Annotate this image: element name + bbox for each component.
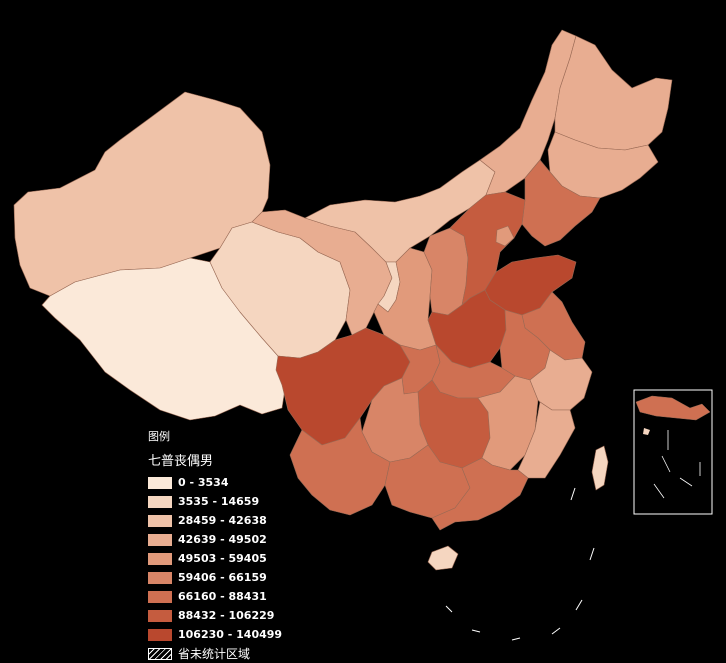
legend-title: 七普丧偶男	[148, 454, 214, 469]
legend-swatch	[148, 476, 172, 489]
legend-row: 42639 - 49502	[148, 530, 282, 549]
legend-heading: 图例	[148, 430, 170, 443]
legend-label: 3535 - 14659	[178, 495, 260, 508]
region-xizang[interactable]	[41, 257, 287, 421]
legend-swatch	[148, 590, 172, 603]
legend-row: 28459 - 42638	[148, 511, 282, 530]
region-taiwan[interactable]	[591, 445, 609, 491]
legend-label: 0 - 3534	[178, 476, 229, 489]
legend-row: 59406 - 66159	[148, 568, 282, 587]
legend-rows: 0 - 3534 3535 - 14659 28459 - 42638 42639 -…	[148, 473, 282, 644]
legend-row-no-data: 省未统计区域	[148, 644, 282, 663]
legend-label: 66160 - 88431	[178, 590, 267, 603]
legend-row: 88432 - 106229	[148, 606, 282, 625]
legend-label-no-data: 省未统计区域	[178, 647, 251, 661]
legend-label: 88432 - 106229	[178, 609, 275, 622]
region-beijing[interactable]	[495, 225, 515, 247]
legend-row: 0 - 3534	[148, 473, 282, 492]
legend-label: 106230 - 140499	[178, 628, 283, 641]
legend-swatch	[148, 571, 172, 584]
legend-swatch	[148, 533, 172, 546]
south-china-sea-inset	[633, 389, 713, 515]
legend-swatch	[148, 514, 172, 527]
legend-swatch	[148, 495, 172, 508]
region-hainan[interactable]	[427, 545, 459, 571]
legend-label: 28459 - 42638	[178, 514, 267, 527]
legend-row: 66160 - 88431	[148, 587, 282, 606]
legend-row: 106230 - 140499	[148, 625, 282, 644]
map-legend: 图例 七普丧偶男 0 - 3534 3535 - 14659 28459 - 426…	[148, 428, 282, 663]
legend-label: 42639 - 49502	[178, 533, 267, 546]
region-zhejiang[interactable]	[529, 349, 593, 411]
legend-swatch	[148, 628, 172, 641]
legend-swatch	[148, 552, 172, 565]
legend-label: 59406 - 66159	[178, 571, 267, 584]
region-guangdong[interactable]	[431, 457, 529, 531]
legend-row: 49503 - 59405	[148, 549, 282, 568]
legend-row: 3535 - 14659	[148, 492, 282, 511]
legend-swatch-no-data	[148, 647, 172, 660]
legend-swatch	[148, 609, 172, 622]
legend-label: 49503 - 59405	[178, 552, 267, 565]
south-china-sea-marks	[445, 487, 595, 641]
region-fujian[interactable]	[517, 401, 576, 479]
